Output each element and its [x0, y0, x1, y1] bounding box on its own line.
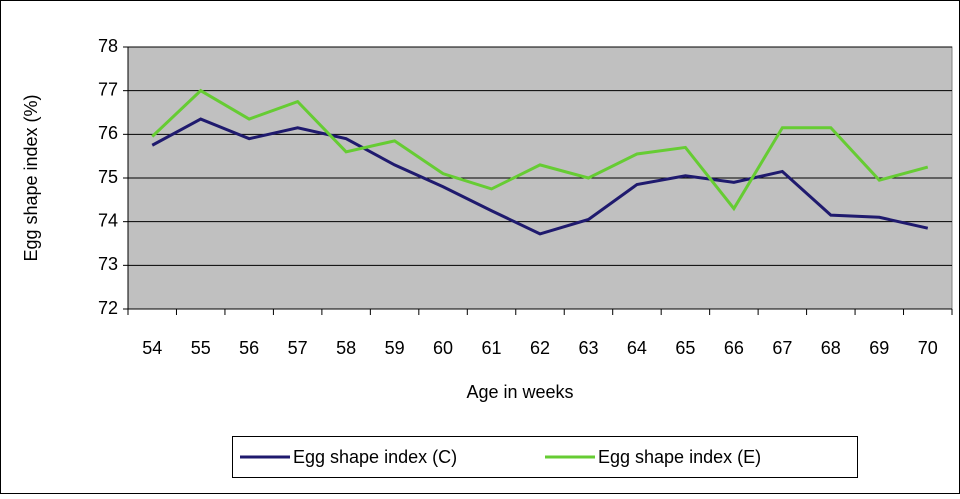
y-axis-title: Egg shape index (%) [21, 94, 41, 261]
x-tick-label: 57 [288, 338, 308, 358]
y-tick-label: 73 [98, 254, 118, 274]
legend-label: Egg shape index (E) [598, 447, 761, 467]
x-tick-label: 70 [918, 338, 938, 358]
y-tick-label: 75 [98, 167, 118, 187]
legend-label: Egg shape index (C) [293, 447, 457, 467]
x-tick-label: 69 [869, 338, 889, 358]
x-tick-label: 64 [627, 338, 647, 358]
y-tick-label: 74 [98, 210, 118, 230]
x-tick-label: 61 [482, 338, 502, 358]
y-tick-label: 78 [98, 36, 118, 56]
x-tick-label: 58 [336, 338, 356, 358]
x-tick-label: 67 [772, 338, 792, 358]
x-tick-label: 62 [530, 338, 550, 358]
x-tick-label: 65 [675, 338, 695, 358]
x-tick-label: 59 [385, 338, 405, 358]
x-tick-label: 55 [191, 338, 211, 358]
y-tick-label: 77 [98, 79, 118, 99]
series-line [151, 117, 929, 236]
x-tick-label: 68 [821, 338, 841, 358]
x-tick-label: 56 [239, 338, 259, 358]
x-tick-label: 66 [724, 338, 744, 358]
series-line [151, 88, 929, 212]
x-tick-label: 54 [142, 338, 162, 358]
y-tick-label: 72 [98, 298, 118, 318]
x-axis-title: Age in weeks [466, 382, 573, 402]
y-tick-label: 76 [98, 123, 118, 143]
x-tick-label: 63 [578, 338, 598, 358]
x-tick-label: 60 [433, 338, 453, 358]
